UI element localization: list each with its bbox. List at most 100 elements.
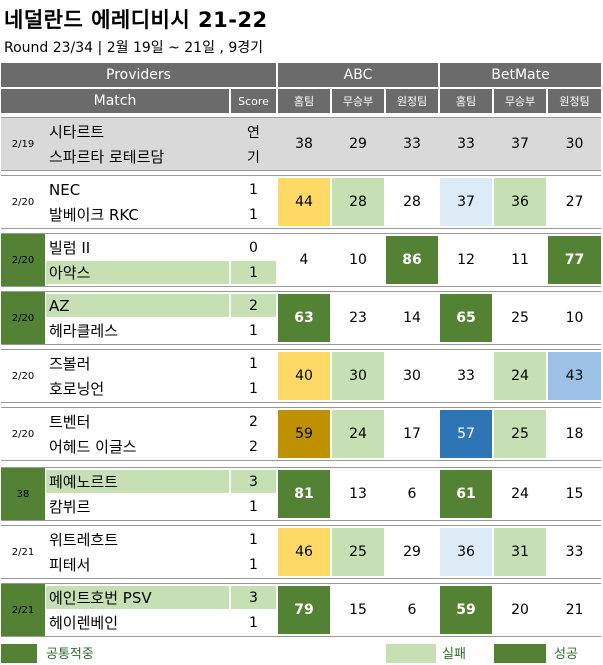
abc-prob: 14 [386, 294, 438, 342]
abc-prob: 10 [332, 236, 384, 284]
match-date: 2/20 [1, 176, 45, 228]
header-bm-home: 홈팀 [440, 89, 492, 113]
away-team: 어헤드 이글스 [46, 435, 229, 458]
match-row: 2/20 트벤터 어헤드 이글스 2 2 59 24 17 57 25 18 [1, 407, 601, 461]
home-team: 빌럼 II [46, 236, 229, 259]
home-team: 즈볼러 [46, 352, 229, 375]
betmate-prob: 15 [548, 470, 601, 518]
betmate-prob: 33 [548, 528, 601, 576]
match-row: 2/20 빌럼 II 아약스 0 1 4 10 86 12 11 77 [1, 233, 601, 287]
betmate-prob: 25 [494, 294, 546, 342]
abc-prob: 46 [278, 528, 330, 576]
away-score: 2 [231, 435, 276, 458]
away-team: 아약스 [46, 261, 229, 284]
abc-prob: 44 [278, 178, 330, 226]
away-team: 호로닝언 [46, 377, 229, 400]
betmate-prob: 24 [494, 470, 546, 518]
header-providers: Providers [1, 63, 276, 87]
away-team: 발베이크 RKC [46, 203, 229, 226]
match-row: 2/21 위트레흐트 피테서 1 1 46 25 29 36 31 33 [1, 525, 601, 579]
away-score: 1 [231, 611, 276, 634]
home-team: 에인트호번 PSV [46, 586, 229, 609]
betmate-prob: 31 [494, 528, 546, 576]
betmate-prob: 24 [494, 352, 546, 400]
home-score: 1 [231, 352, 276, 375]
home-score: 3 [231, 586, 276, 609]
header-abc: ABC [278, 63, 438, 87]
match-date: 2/19 [1, 118, 45, 170]
home-score: 1 [231, 178, 276, 201]
match-row: 2/19 시타르트 스파르타 로테르담 연 기 38 29 33 33 37 30 [1, 117, 601, 171]
betmate-prob: 21 [548, 586, 601, 634]
away-team: 스파르타 로테르담 [46, 145, 229, 168]
betmate-prob: 36 [494, 178, 546, 226]
home-score: 0 [231, 236, 276, 259]
betmate-prob: 61 [440, 470, 492, 518]
match-date: 2/20 [1, 292, 45, 344]
abc-prob: 29 [332, 120, 384, 168]
abc-prob: 33 [386, 120, 438, 168]
match-row: 2/20 AZ 헤라클레스 2 1 63 23 14 65 25 10 [1, 291, 601, 345]
abc-prob: 86 [386, 236, 438, 284]
legend-fail-swatch [386, 644, 436, 663]
home-score: 2 [231, 294, 276, 317]
home-score: 3 [231, 470, 276, 493]
betmate-prob: 33 [440, 352, 492, 400]
betmate-prob: 36 [440, 528, 492, 576]
legend-fail-label: 실패 [442, 642, 466, 663]
away-team: 헤이렌베인 [46, 611, 229, 634]
abc-prob: 40 [278, 352, 330, 400]
abc-prob: 25 [332, 528, 384, 576]
abc-prob: 81 [278, 470, 330, 518]
match-date: 2/20 [1, 234, 45, 286]
abc-prob: 4 [278, 236, 330, 284]
header-abc-home: 홈팀 [278, 89, 330, 113]
betmate-prob: 12 [440, 236, 492, 284]
abc-prob: 79 [278, 586, 330, 634]
home-score: 1 [231, 528, 276, 551]
home-team: 위트레흐트 [46, 528, 229, 551]
abc-prob: 30 [332, 352, 384, 400]
header-bm-away: 원정팀 [548, 89, 601, 113]
abc-prob: 63 [278, 294, 330, 342]
abc-prob: 17 [386, 410, 438, 458]
home-team: AZ [46, 294, 229, 317]
header-betmate: BetMate [440, 63, 601, 87]
legend-success-label: 성공 [554, 642, 578, 663]
match-row: 38 페예노르트 캄뷔르 3 1 81 13 6 61 24 15 [1, 467, 601, 521]
away-score: 1 [231, 203, 276, 226]
match-date: 2/21 [1, 526, 45, 578]
match-row: 2/20 즈볼러 호로닝언 1 1 40 30 30 33 24 43 [1, 349, 601, 403]
betmate-prob: 43 [548, 352, 601, 400]
abc-prob: 29 [386, 528, 438, 576]
betmate-prob: 59 [440, 586, 492, 634]
betmate-prob: 27 [548, 178, 601, 226]
away-score: 1 [231, 319, 276, 342]
betmate-prob: 57 [440, 410, 492, 458]
betmate-prob: 37 [494, 120, 546, 168]
header-match: Match [1, 89, 229, 113]
match-row: 2/21 에인트호번 PSV 헤이렌베인 3 1 79 15 6 59 20 21 [1, 583, 601, 637]
abc-prob: 30 [386, 352, 438, 400]
match-date: 2/20 [1, 408, 45, 460]
abc-prob: 59 [278, 410, 330, 458]
away-score: 1 [231, 377, 276, 400]
away-team: 피테서 [46, 553, 229, 576]
away-team: 헤라클레스 [46, 319, 229, 342]
match-date: 2/21 [1, 584, 45, 636]
away-score: 1 [231, 261, 276, 284]
match-date: 2/20 [1, 350, 45, 402]
betmate-prob: 77 [548, 236, 601, 284]
betmate-prob: 18 [548, 410, 601, 458]
legend-common-label: 공통적중 [46, 642, 94, 663]
betmate-prob: 30 [548, 120, 601, 168]
away-team: 캄뷔르 [46, 495, 229, 518]
abc-prob: 28 [332, 178, 384, 226]
betmate-prob: 10 [548, 294, 601, 342]
home-score: 연 [231, 120, 276, 143]
abc-prob: 38 [278, 120, 330, 168]
home-team: 트벤터 [46, 410, 229, 433]
match-date: 38 [1, 468, 45, 520]
away-score: 기 [231, 145, 276, 168]
page-subtitle: Round 23/34 | 2월 19일 ~ 21일 , 9경기 [4, 37, 263, 57]
